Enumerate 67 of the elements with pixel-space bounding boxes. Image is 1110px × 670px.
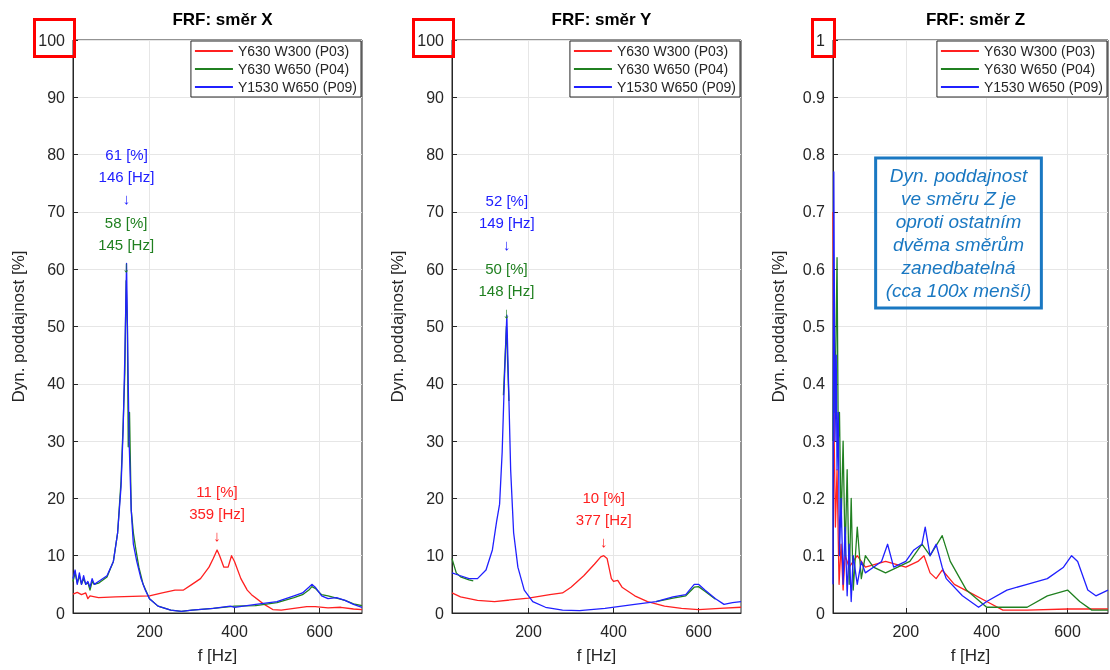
x-tick-label: 600 [306,622,333,640]
data-label: 50 [%] 148 [Hz] ↓ [478,260,535,321]
y-tick-label: 50 [426,318,445,335]
y-tick-label: 70 [47,203,66,221]
legend-label: Y1530 W650 (P09) [237,79,358,95]
y-tick-label: 80 [47,146,66,164]
chart-title: FRF: směr Z [925,10,1026,29]
legend-label: Y630 W300 (P03) [983,43,1096,59]
chart-title: FRF: směr Y [551,10,653,29]
annotation: Dyn. poddajnost ve směru Z je oproti ostatním dvěma směrům zanedbatelná (cca 100x menší) [885,165,1032,301]
y-tick-label: 60 [426,260,445,278]
y-tick-label: 20 [47,489,66,507]
y-tick-label: 90 [47,88,66,106]
legend-label: Y630 W300 (P03) [616,43,729,59]
y-axis-title: Dyn. poddajnost [%] [769,250,788,403]
y-tick-label: 80 [426,146,445,164]
y-axis-title: Dyn. poddajnost [%] [388,250,407,403]
y-tick-label: 1 [816,31,826,49]
chart-title: FRF: směr X [172,10,274,29]
y-tick-label: 90 [426,88,445,106]
y-tick-label: 10 [47,547,66,565]
x-tick-label: 200 [515,622,542,640]
legend-label: Y630 W650 (P04) [983,61,1096,77]
legend-label: Y630 W650 (P04) [237,61,350,77]
y-tick-label: 60 [47,260,66,278]
y-tick-label: 30 [47,432,66,450]
y-tick-label: 10 [426,547,445,565]
y-tick-label: 0.2 [802,489,826,507]
x-tick-label: 600 [685,622,712,640]
annotation: 52 [%] 149 [Hz] ↓ [478,192,535,253]
y-axis-title: Dyn. poddajnost [%] [9,250,28,403]
x-axis-title: f [Hz] [197,646,238,665]
data-label: 11 [%] 359 [Hz] ↓ [189,483,246,545]
y-tick-label: 50 [47,318,66,335]
y-tick-label: 0.1 [802,547,826,565]
y-tick-label: 20 [426,489,445,507]
legend-label: Y630 W650 (P04) [616,61,729,77]
y-tick-label: 70 [426,203,445,221]
y-tick-label: 0.9 [802,88,826,106]
annotation: 61 [%] 146 [Hz] ↓ [98,146,155,208]
x-tick-label: 200 [136,622,163,640]
data-label: 10 [%] 377 [Hz] ↓ [575,489,632,551]
data-label: 58 [%] 145 [Hz] ↓ [98,214,155,276]
y-tick-label: 0 [435,604,445,622]
legend-label: Y1530 W650 (P09) [616,79,737,95]
x-axis-title: f [Hz] [576,646,617,665]
x-axis-title: f [Hz] [950,646,991,665]
legend-label: Y1530 W650 (P09) [983,79,1104,95]
y-tick-label: 0 [56,604,66,622]
x-tick-label: 200 [892,622,920,640]
y-tick-label: 100 [417,31,445,49]
y-tick-label: 0.6 [802,260,826,278]
y-tick-label: 40 [426,375,445,393]
y-tick-label: 100 [38,31,66,49]
x-tick-label: 400 [221,622,248,640]
x-tick-label: 400 [973,622,1001,640]
y-tick-label: 0.5 [802,318,826,335]
y-tick-label: 40 [47,375,66,393]
y-tick-label: 0.3 [802,432,826,450]
y-tick-label: 0.4 [802,375,826,393]
legend-label: Y630 W300 (P03) [237,43,350,59]
y-tick-label: 0 [816,604,826,622]
x-tick-label: 400 [600,622,627,640]
x-tick-label: 600 [1054,622,1081,640]
y-tick-label: 0.7 [802,203,826,221]
y-tick-label: 0.8 [802,146,826,164]
y-tick-label: 30 [426,432,445,450]
